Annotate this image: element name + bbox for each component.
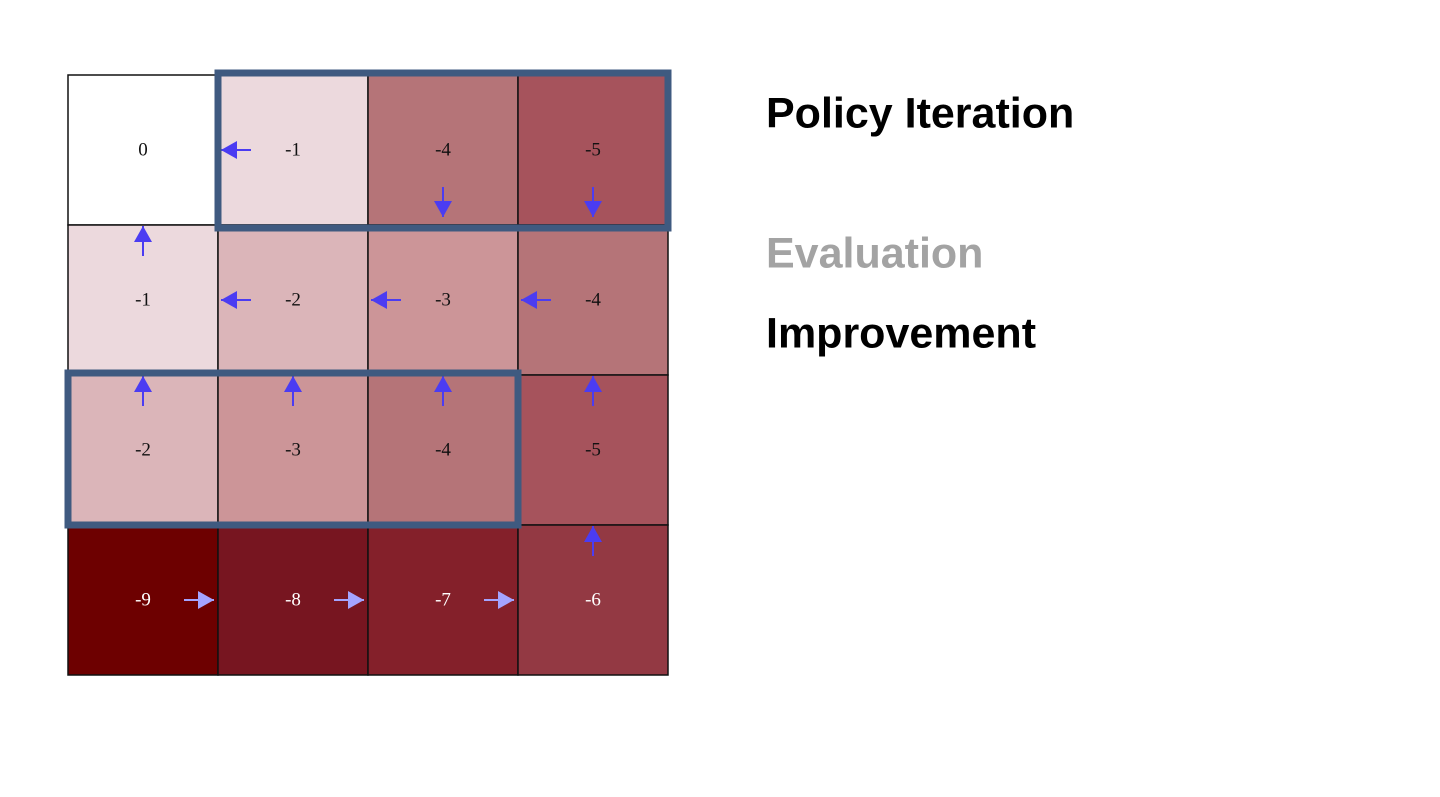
arrow bbox=[221, 141, 251, 159]
arrow bbox=[284, 376, 302, 406]
cell-value: -5 bbox=[585, 439, 601, 460]
arrow bbox=[584, 376, 602, 406]
cell-value: 0 bbox=[138, 139, 148, 160]
arrow bbox=[434, 376, 452, 406]
cell bbox=[67, 74, 219, 226]
cell-value: -6 bbox=[585, 589, 601, 610]
cell-value: -9 bbox=[135, 589, 151, 610]
cell-value: -7 bbox=[435, 589, 451, 610]
arrow-head bbox=[434, 201, 452, 217]
arrow bbox=[184, 591, 214, 609]
highlight-box bbox=[64, 369, 522, 529]
arrow bbox=[221, 291, 251, 309]
arrow-head bbox=[284, 376, 302, 392]
arrow-head bbox=[348, 591, 364, 609]
arrow bbox=[584, 187, 602, 217]
cell-value: -5 bbox=[585, 139, 601, 160]
arrow bbox=[484, 591, 514, 609]
cell-value: -1 bbox=[135, 289, 151, 310]
policy-arrows bbox=[134, 141, 602, 609]
arrow-head bbox=[584, 526, 602, 542]
step-evaluation: Evaluation bbox=[766, 229, 983, 277]
arrow-head bbox=[134, 376, 152, 392]
cell-value: -4 bbox=[435, 439, 451, 460]
arrow bbox=[334, 591, 364, 609]
arrow bbox=[134, 376, 152, 406]
arrow-head bbox=[198, 591, 214, 609]
cell-value: -3 bbox=[435, 289, 451, 310]
arrow-head bbox=[584, 201, 602, 217]
arrow-head bbox=[221, 141, 237, 159]
arrow bbox=[521, 291, 551, 309]
cell-value: -3 bbox=[285, 439, 301, 460]
arrow bbox=[134, 226, 152, 256]
cell-value: -2 bbox=[285, 289, 301, 310]
cell-value: -1 bbox=[285, 139, 301, 160]
highlight-box bbox=[214, 69, 672, 232]
cell-value: -4 bbox=[435, 139, 451, 160]
arrow-head bbox=[584, 376, 602, 392]
arrow-head bbox=[221, 291, 237, 309]
title: Policy Iteration bbox=[766, 89, 1074, 137]
cell-value: -8 bbox=[285, 589, 301, 610]
arrow-head bbox=[371, 291, 387, 309]
arrow-head bbox=[434, 376, 452, 392]
arrow bbox=[434, 187, 452, 217]
arrow bbox=[371, 291, 401, 309]
arrow-head bbox=[521, 291, 537, 309]
arrow-head bbox=[498, 591, 514, 609]
cell-value: -2 bbox=[135, 439, 151, 460]
cell-value: -4 bbox=[585, 289, 601, 310]
step-improvement: Improvement bbox=[766, 309, 1036, 357]
arrow bbox=[584, 526, 602, 556]
arrow-head bbox=[134, 226, 152, 242]
